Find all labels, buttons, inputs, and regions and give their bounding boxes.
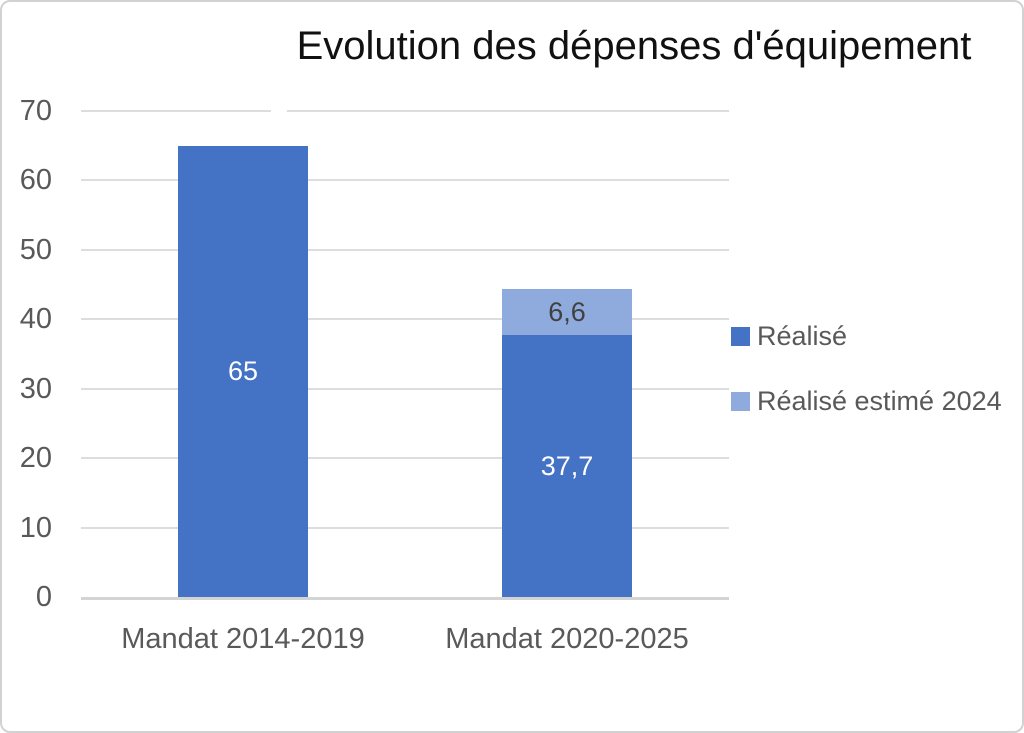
y-axis-tick-label: 70 (19, 95, 52, 127)
gridline-notch (271, 106, 287, 116)
x-axis-category-label: Mandat 2014-2019 (121, 623, 365, 655)
bar-segment: 65 (178, 145, 308, 597)
y-axis-tick-label: 30 (19, 372, 52, 405)
bar-data-label: 6,6 (548, 297, 586, 328)
gridline (81, 318, 729, 321)
gridline (81, 248, 729, 251)
y-axis-tick-label: 60 (19, 164, 52, 197)
chart-title: Evolution des dépenses d'équipement (296, 24, 972, 68)
y-axis-tick-label: 40 (19, 303, 52, 336)
x-axis-line (81, 597, 729, 600)
legend-swatch (731, 392, 750, 411)
y-axis-tick-label: 0 (35, 581, 52, 613)
gridline (81, 110, 729, 112)
legend-swatch (731, 327, 750, 346)
gridline (81, 457, 729, 460)
legend-item: Réalisé (731, 321, 847, 352)
bar-data-label: 37,7 (540, 451, 594, 482)
y-axis-tick-label: 50 (19, 233, 52, 266)
y-axis-tick-label: 20 (19, 442, 52, 475)
y-axis-tick-label: 10 (19, 511, 52, 544)
gridline (81, 387, 729, 390)
bar-segment: 37,7 (502, 335, 632, 597)
legend-label: Réalisé (757, 321, 848, 351)
bar-data-label: 65 (227, 356, 259, 387)
x-axis-category-label: Mandat 2020-2025 (445, 623, 689, 655)
legend-label: Réalisé estimé 2024 (757, 386, 1002, 416)
legend-item: Réalisé estimé 2024 (731, 386, 1002, 417)
gridline (81, 179, 729, 182)
gridline (81, 526, 729, 529)
bar-segment: 6,6 (502, 289, 632, 336)
